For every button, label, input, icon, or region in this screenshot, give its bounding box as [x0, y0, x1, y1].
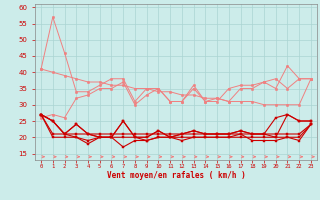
- X-axis label: Vent moyen/en rafales ( km/h ): Vent moyen/en rafales ( km/h ): [107, 171, 245, 180]
